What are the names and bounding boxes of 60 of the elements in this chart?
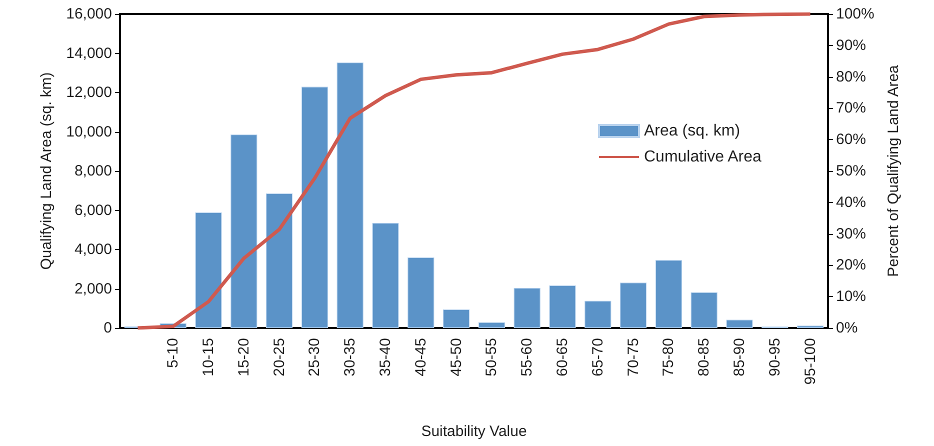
x-tick-label: 45-50 [448, 338, 465, 376]
legend-label: Cumulative Area [644, 148, 762, 166]
bar [655, 260, 682, 328]
x-tick-label: 80-85 [696, 338, 713, 376]
y-tick-label: 4,000 [74, 241, 112, 258]
y2-tick-label: 60% [836, 131, 866, 148]
x-tick-label: 85-90 [731, 338, 748, 376]
bar [336, 62, 364, 328]
x-tick-label: 40-45 [412, 338, 430, 376]
y-tick-label: 10,000 [66, 123, 112, 140]
bar [195, 212, 222, 328]
x-tick-label: 30-35 [342, 338, 359, 376]
bar [620, 282, 647, 328]
bar [372, 223, 399, 328]
x-tick-label: 90-95 [766, 338, 784, 376]
x-tick-label: 25-30 [306, 338, 324, 376]
x-tick-label: 60-65 [554, 338, 571, 376]
bar [408, 257, 434, 328]
bar [690, 292, 718, 328]
x-tick-label: 20-25 [270, 338, 288, 376]
x-tick-label: 55-60 [518, 338, 536, 376]
y2-tick-label: 20% [836, 256, 866, 274]
y2-tick-label: 30% [836, 225, 866, 242]
x-axis-title: Suitability Value [421, 423, 527, 440]
y-tick-label: 12,000 [66, 84, 112, 101]
y2-tick-label: 0% [836, 320, 858, 336]
bar [584, 300, 612, 328]
x-tick-label: 75-80 [660, 338, 678, 376]
x-tick-label: 35-40 [377, 338, 394, 376]
y2-tick-label: 50% [836, 162, 866, 180]
x-tick-label: 15-20 [235, 338, 252, 376]
y-tick-label: 6,000 [74, 202, 112, 219]
bar [301, 86, 328, 328]
y2-tick-label: 70% [836, 100, 866, 117]
y-tick-label: 2,000 [74, 280, 112, 298]
x-tick-label: 65-70 [589, 338, 606, 376]
bar [266, 193, 293, 328]
y2-tick-label: 10% [836, 288, 866, 306]
y-tick-label: 8,000 [74, 162, 112, 180]
bar [230, 134, 258, 328]
y-axis-title: Qualifying Land Area (sq. km) [38, 72, 55, 270]
y2-tick-label: 90% [836, 36, 866, 54]
y2-axis-title: Percent of Qualifying Land Area [885, 64, 902, 277]
y-tick-label: 14,000 [66, 44, 112, 62]
x-tick-label: 5-10 [164, 338, 182, 368]
x-tick-label: 70-75 [624, 338, 642, 376]
bar [443, 309, 470, 328]
y-tick-label: 16,000 [66, 6, 112, 22]
x-tick-label: 50-55 [483, 338, 500, 376]
x-tick-label: 95-100 [802, 338, 819, 385]
y2-tick-label: 40% [836, 194, 866, 211]
bar [549, 285, 576, 328]
bar [514, 288, 540, 328]
y-tick-label: 0 [104, 320, 112, 336]
y2-tick-label: 80% [836, 68, 866, 86]
y2-tick-label: 100% [836, 6, 874, 22]
bar [726, 320, 753, 328]
bar [478, 322, 505, 328]
x-tick-label: 10-15 [200, 338, 217, 376]
legend-label: Area (sq. km) [644, 122, 740, 140]
